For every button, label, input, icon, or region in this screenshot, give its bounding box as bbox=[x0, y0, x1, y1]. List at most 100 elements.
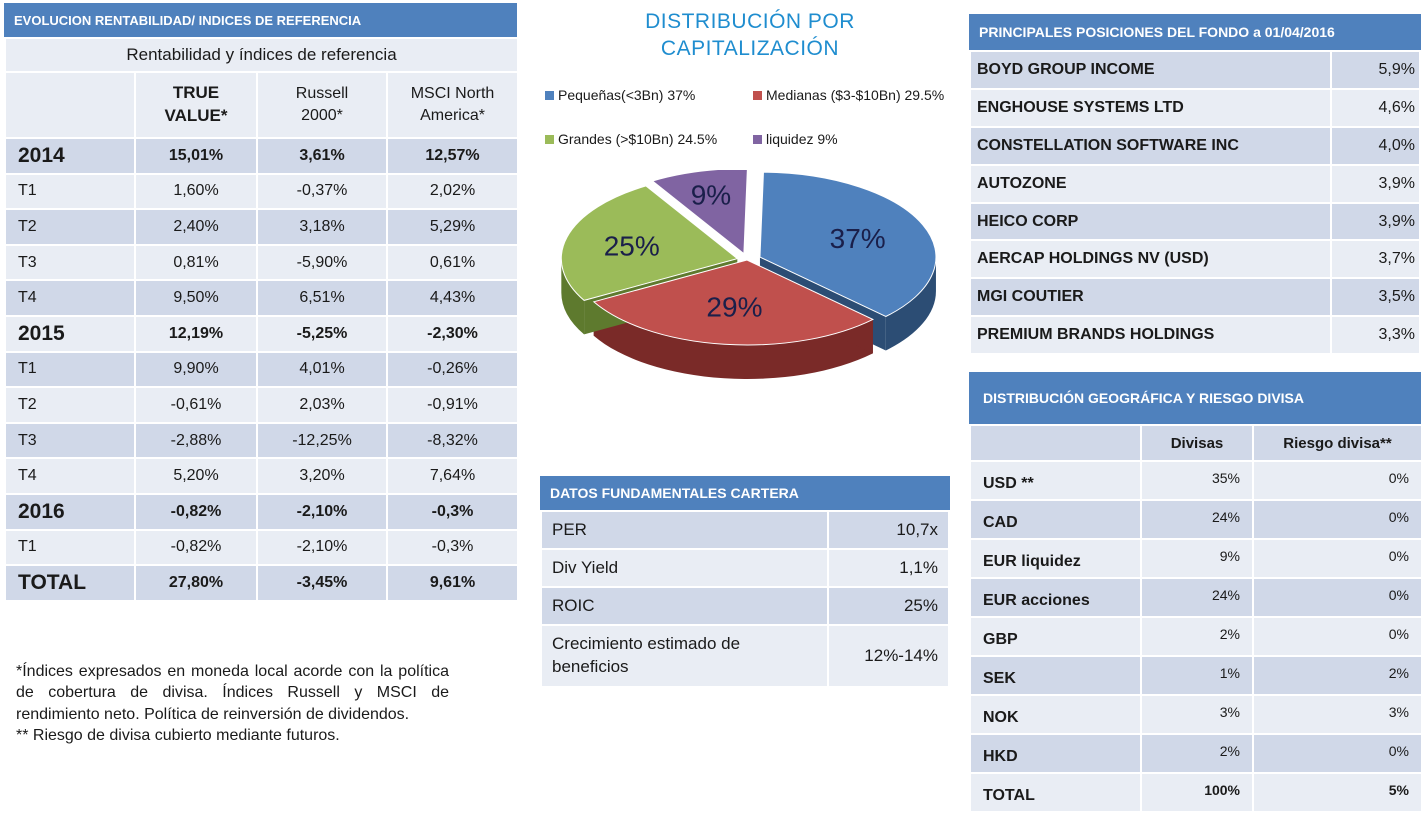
col-msci: MSCI North America* bbox=[385, 71, 520, 139]
performance-table: Rentabilidad y índices de referencia TRU… bbox=[3, 37, 520, 602]
legend-item-large: Grandes (>$10Bn) 24.5% bbox=[545, 131, 717, 147]
empty-corner-cell bbox=[4, 71, 136, 139]
chart-title-line2: CAPITALIZACIÓN bbox=[660, 37, 840, 61]
legend-swatch-cash bbox=[753, 134, 762, 144]
performance-row: 2014 15,01% 3,61% 12,57% bbox=[4, 137, 520, 175]
legend-item-cash: liquidez 9% bbox=[753, 131, 838, 147]
pie-slice-side bbox=[885, 257, 936, 351]
fundamentals-label: ROIC bbox=[540, 586, 829, 626]
fundamentals-value: 10,7x bbox=[827, 510, 950, 550]
row-label: T2 bbox=[4, 208, 136, 246]
fundamentals-row: ROIC 25% bbox=[540, 586, 950, 626]
geo-riesgo: 0% bbox=[1252, 733, 1423, 774]
russell-cell: 3,18% bbox=[256, 208, 388, 246]
col-riesgo-divisa: Riesgo divisa** bbox=[1252, 424, 1423, 462]
pie-label-3: 9% bbox=[691, 180, 731, 211]
performance-row: T2 -0,61% 2,03% -0,91% bbox=[4, 386, 520, 424]
russell-cell: -0,37% bbox=[256, 172, 388, 211]
row-label: T4 bbox=[4, 457, 136, 495]
geo-riesgo: 2% bbox=[1252, 655, 1423, 696]
true-value-cell: -0,82% bbox=[134, 492, 258, 531]
pie-slice-0 bbox=[759, 171, 937, 318]
russell-cell: 2,03% bbox=[256, 386, 388, 424]
performance-row: T1 1,60% -0,37% 2,02% bbox=[4, 172, 520, 211]
true-value-cell: 27,80% bbox=[134, 564, 258, 602]
position-row: AERCAP HOLDINGS NV (USD) 3,7% bbox=[969, 239, 1421, 280]
performance-row: T2 2,40% 3,18% 5,29% bbox=[4, 208, 520, 246]
pie-label-2: 25% bbox=[604, 230, 660, 261]
geo-currency: USD ** bbox=[969, 460, 1142, 501]
geo-currency: EUR acciones bbox=[969, 577, 1142, 618]
geo-divisas: 2% bbox=[1140, 616, 1254, 657]
msci-cell: 2,02% bbox=[385, 172, 520, 211]
fundamentals-row: PER 10,7x bbox=[540, 510, 950, 550]
pie-label-0: 37% bbox=[830, 223, 886, 254]
geo-row: HKD 2% 0% bbox=[969, 733, 1423, 774]
russell-cell: 4,01% bbox=[256, 350, 388, 389]
true-value-cell: 9,50% bbox=[134, 279, 258, 317]
true-value-cell: -0,61% bbox=[134, 386, 258, 424]
geo-table: Divisas Riesgo divisa** USD ** 35% 0% CAD 24… bbox=[969, 424, 1423, 813]
geo-riesgo: 0% bbox=[1252, 499, 1423, 540]
geo-row: USD ** 35% 0% bbox=[969, 460, 1423, 501]
legend-item-medium: Medianas ($3-$10Bn) 29.5% bbox=[753, 87, 944, 103]
position-weight: 3,9% bbox=[1330, 163, 1421, 204]
pie-chart: 37% 29% 25% 9% bbox=[560, 170, 937, 379]
performance-row: T3 0,81% -5,90% 0,61% bbox=[4, 243, 520, 282]
chart-title-line1: DISTRIBUCIÓN POR bbox=[645, 10, 855, 33]
msci-cell: -2,30% bbox=[385, 314, 520, 353]
geo-currency: SEK bbox=[969, 655, 1142, 696]
true-value-cell: 15,01% bbox=[134, 137, 258, 175]
geo-riesgo: 0% bbox=[1252, 616, 1423, 657]
msci-cell: -0,3% bbox=[385, 528, 520, 567]
true-value-cell: 2,40% bbox=[134, 208, 258, 246]
geo-header: DISTRIBUCIÓN GEOGRÁFICA Y RIESGO DIVISA bbox=[969, 372, 1421, 424]
geo-divisas: 24% bbox=[1140, 577, 1254, 618]
geo-currency: HKD bbox=[969, 733, 1142, 774]
fundamentals-label: Div Yield bbox=[540, 548, 829, 588]
geo-currency: EUR liquidez bbox=[969, 538, 1142, 579]
position-row: ENGHOUSE SYSTEMS LTD 4,6% bbox=[969, 87, 1421, 128]
geo-currency: CAD bbox=[969, 499, 1142, 540]
fundamentals-value: 25% bbox=[827, 586, 950, 626]
msci-cell: -0,26% bbox=[385, 350, 520, 389]
russell-cell: -2,10% bbox=[256, 528, 388, 567]
performance-subheader: Rentabilidad y índices de referencia bbox=[3, 37, 520, 73]
performance-row: 2015 12,19% -5,25% -2,30% bbox=[4, 314, 520, 353]
pie-label-1: 29% bbox=[706, 291, 762, 322]
position-row: PREMIUM BRANDS HOLDINGS 3,3% bbox=[969, 315, 1421, 356]
geo-row: CAD 24% 0% bbox=[969, 499, 1423, 540]
row-label: TOTAL bbox=[4, 564, 136, 602]
position-row: CONSTELLATION SOFTWARE INC 4,0% bbox=[969, 125, 1421, 166]
geo-riesgo: 5% bbox=[1252, 772, 1423, 813]
footnote: *Índices expresados en moneda local acor… bbox=[16, 661, 449, 746]
position-name: ENGHOUSE SYSTEMS LTD bbox=[969, 87, 1332, 128]
performance-row: TOTAL 27,80% -3,45% 9,61% bbox=[4, 564, 520, 602]
performance-row: T1 -0,82% -2,10% -0,3% bbox=[4, 528, 520, 567]
position-weight: 4,6% bbox=[1330, 87, 1421, 128]
russell-cell: 6,51% bbox=[256, 279, 388, 317]
geo-panel: DISTRIBUCIÓN GEOGRÁFICA Y RIESGO DIVISA … bbox=[969, 372, 1423, 813]
performance-row: T4 9,50% 6,51% 4,43% bbox=[4, 279, 520, 317]
geo-divisas: 1% bbox=[1140, 655, 1254, 696]
geo-riesgo: 0% bbox=[1252, 538, 1423, 579]
row-label: 2016 bbox=[4, 492, 136, 531]
geo-divisas: 100% bbox=[1140, 772, 1254, 813]
russell-cell: -2,10% bbox=[256, 492, 388, 531]
position-name: CONSTELLATION SOFTWARE INC bbox=[969, 125, 1332, 166]
position-name: HEICO CORP bbox=[969, 201, 1332, 242]
positions-panel: PRINCIPALES POSICIONES DEL FONDO a 01/04… bbox=[969, 14, 1421, 356]
russell-cell: 3,20% bbox=[256, 457, 388, 495]
position-weight: 3,3% bbox=[1330, 315, 1421, 356]
msci-cell: 0,61% bbox=[385, 243, 520, 282]
msci-cell: 4,43% bbox=[385, 279, 520, 317]
position-row: HEICO CORP 3,9% bbox=[969, 201, 1421, 242]
geo-currency: TOTAL bbox=[969, 772, 1142, 813]
true-value-cell: 12,19% bbox=[134, 314, 258, 353]
fundamentals-panel: DATOS FUNDAMENTALES CARTERA PER 10,7x Div … bbox=[540, 476, 950, 688]
fundamentals-row: Div Yield 1,1% bbox=[540, 548, 950, 588]
true-value-cell: 1,60% bbox=[134, 172, 258, 211]
position-weight: 3,9% bbox=[1330, 201, 1421, 242]
position-name: MGI COUTIER bbox=[969, 277, 1332, 318]
legend-item-small: Pequeñas(<3Bn) 37% bbox=[545, 87, 695, 103]
